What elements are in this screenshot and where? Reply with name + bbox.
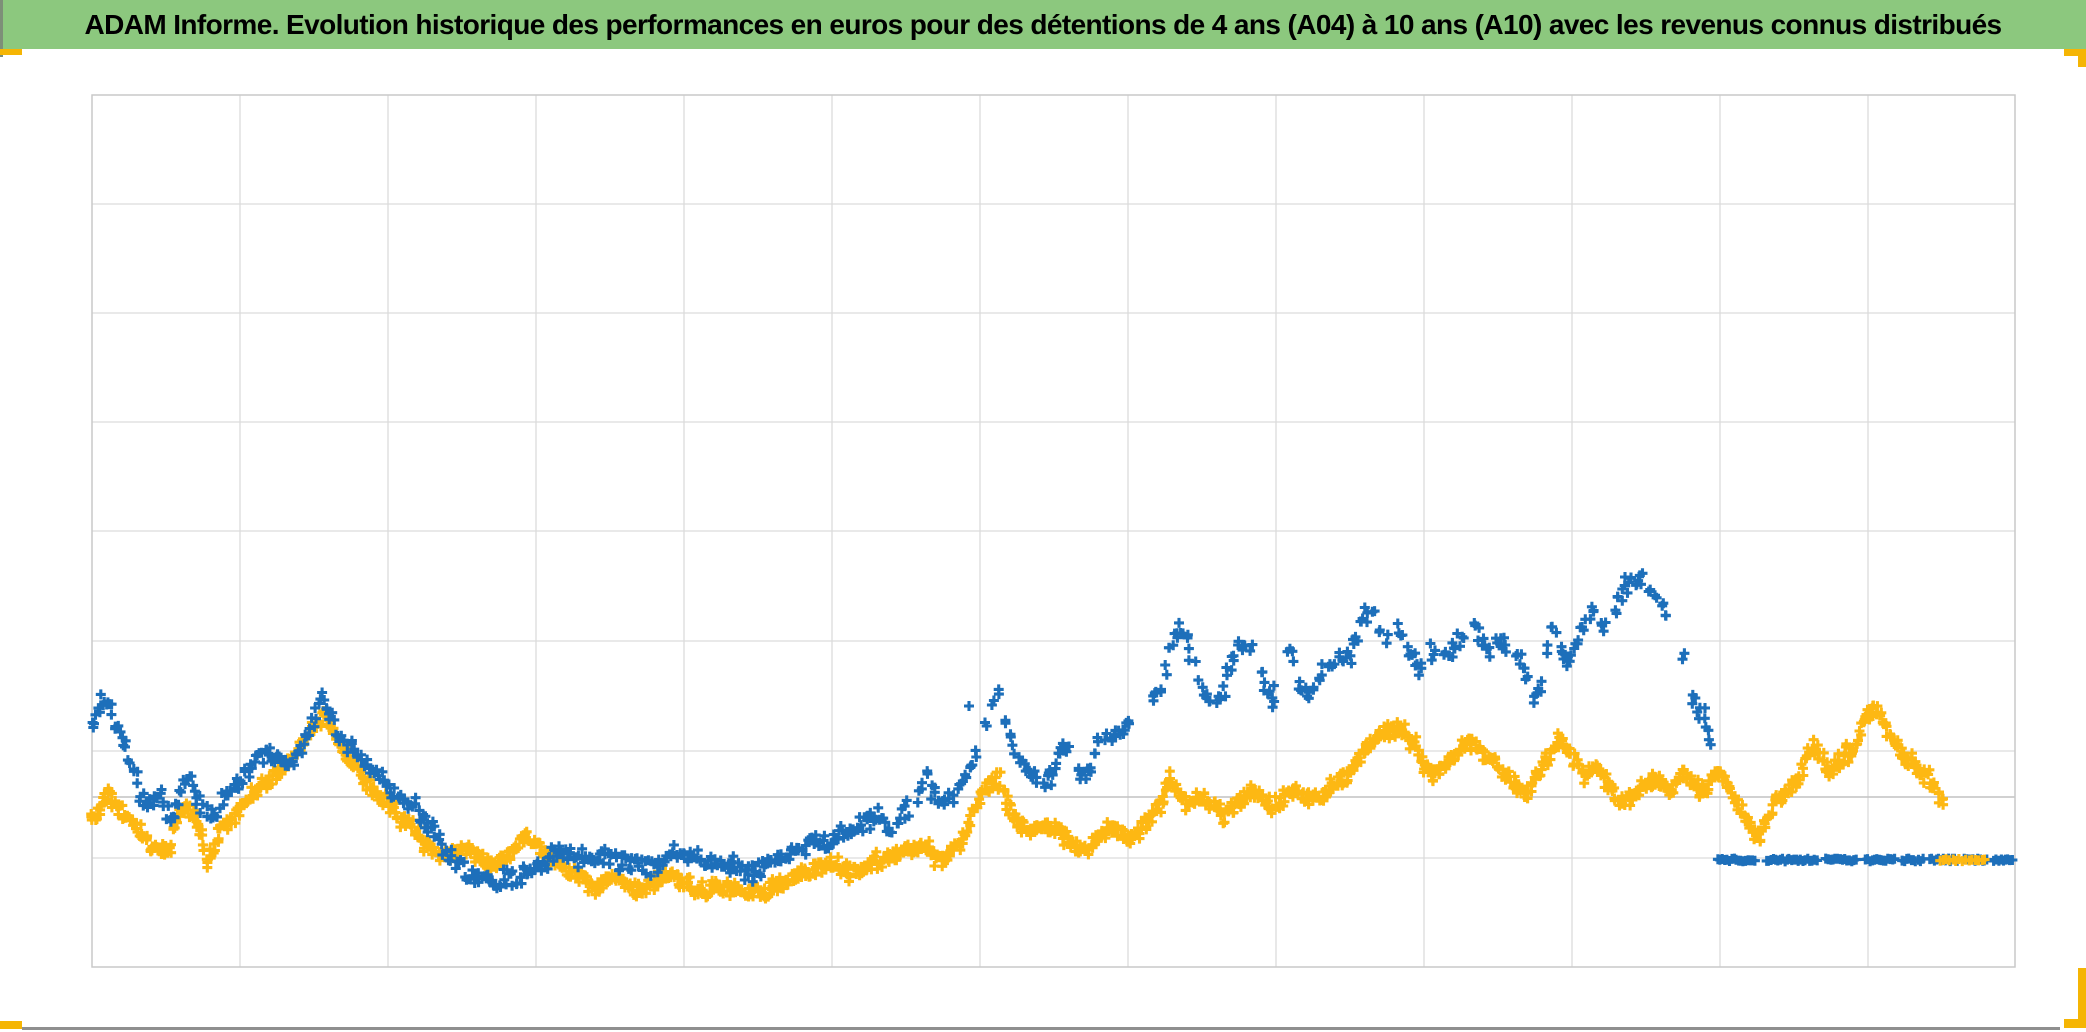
corner-accent-bottom-left — [0, 1021, 22, 1029]
corner-accent-top-right-vertical — [2078, 49, 2086, 67]
corner-accent-bottom-right-horizontal — [2064, 1019, 2086, 1028]
scatter-series-gold — [86, 700, 1949, 904]
plot-border — [91, 94, 2016, 968]
scatter-series-gold-flat-tail — [1935, 854, 1990, 867]
corner-accent-top-right-horizontal — [2064, 49, 2086, 56]
left-edge-accent — [0, 0, 3, 57]
corner-accent-bottom-right-vertical — [2078, 968, 2086, 1028]
scatter-series-blue — [87, 568, 1716, 894]
footer-divider — [22, 1027, 2060, 1030]
page-title: ADAM Informe. Evolution historique des p… — [84, 8, 2002, 40]
title-banner: ADAM Informe. Evolution historique des p… — [0, 0, 2086, 49]
corner-accent-top-left — [0, 49, 22, 55]
